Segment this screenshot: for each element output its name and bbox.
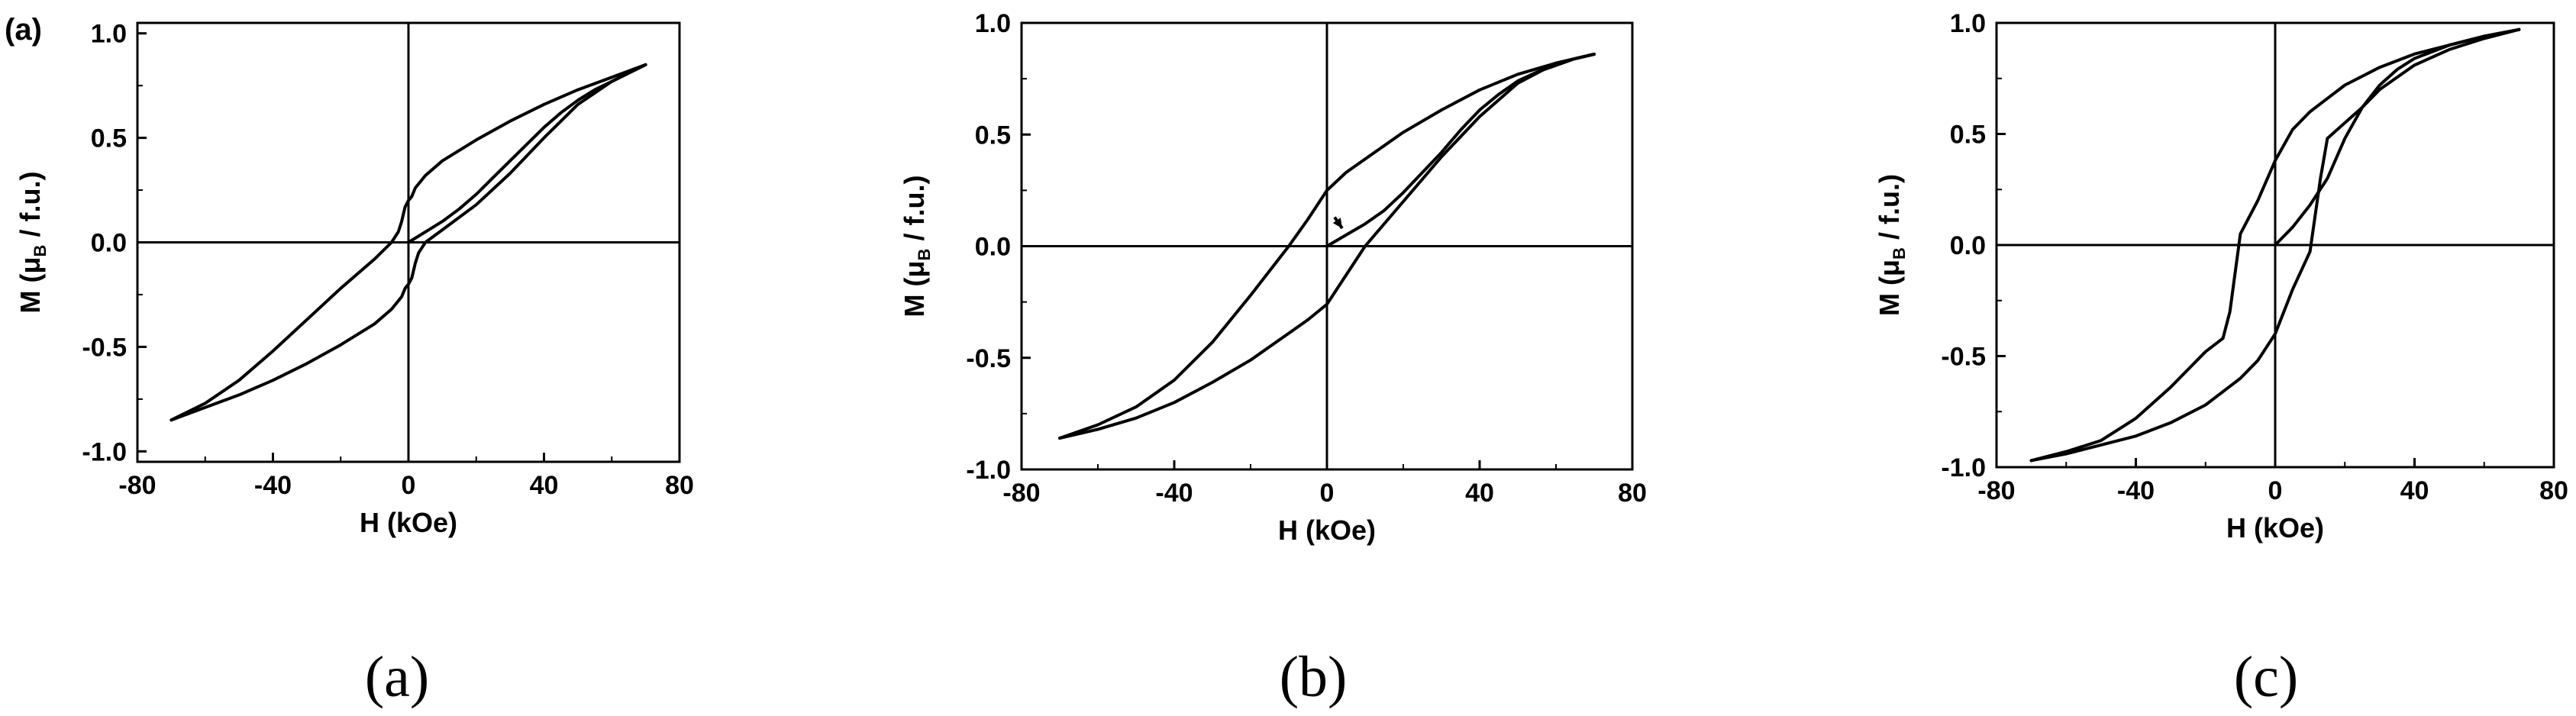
series-line-2 [169,63,647,422]
x-axis-label: H (kOe) [360,507,457,538]
x-tick-label: -40 [2117,476,2155,505]
y-axis-label: M (μB / f.u.) [15,172,50,314]
panel-caption: (b) [1280,645,1348,709]
x-tick-label: -40 [1155,479,1193,508]
chart-panel-2: -80 -40 0 40 80 1.0 0.5 0.0 -0.5 -1.0 H (kOe) M (μB… [899,9,1647,709]
y-tick-label: 0.0 [975,233,1011,262]
x-tick-label: 0 [2268,476,2283,505]
series-line-3 [2029,27,2521,463]
y-tick-label: -0.5 [966,344,1011,373]
y-tick-label: 0.5 [91,124,127,153]
y-tick-label: -0.5 [1941,343,1986,372]
chart-panel-3: -80 -40 0 40 80 1.0 0.5 0.0 -0.5 -1.0 H (kOe) M (μB… [1874,9,2568,709]
x-tick-label: 0 [1320,479,1335,508]
chart-panel-1: -80 -40 0 40 80 1.0 0.5 0.0 -0.5 -1.0 H (kOe) M (μB… [5,13,694,709]
y-axis-label: M (μB / f.u.) [1874,174,1909,316]
y-tick-label: 0.5 [1950,121,1986,150]
y-tick-label: -1.0 [1941,453,1986,482]
y-tick-label: 1.0 [975,9,1011,38]
y-axis-label: M (μB / f.u.) [899,176,934,318]
y-tick-label: 1.0 [91,20,127,49]
x-tick-label: -40 [254,471,292,500]
x-tick-label: 80 [2539,476,2568,505]
x-tick-label: -80 [118,471,156,500]
y-tick-label: 1.0 [1950,9,1986,38]
x-tick-label: 40 [2400,476,2429,505]
series-line-1 [1325,53,1596,248]
series-line-2 [1058,53,1596,440]
y-tick-label: -1.0 [966,456,1011,485]
y-tick-label: 0.0 [91,229,127,258]
x-tick-label: 40 [530,471,559,500]
x-tick-label: -80 [1002,479,1040,508]
x-tick-label: -80 [1977,476,2015,505]
x-tick-label: 40 [1465,479,1494,508]
x-tick-label: 80 [1618,479,1647,508]
y-tick-label: 0.0 [1950,231,1986,260]
series-line-2 [2029,27,2521,463]
panel-tag: (a) [5,13,42,47]
x-tick-label: 0 [402,471,416,500]
y-tick-label: 0.5 [975,121,1011,150]
series-line-3 [169,63,647,422]
x-axis-label: H (kOe) [2226,512,2324,543]
annotation-arrow-head [1332,218,1342,229]
y-tick-label: -1.0 [82,437,127,466]
panel-caption: (a) [365,645,429,709]
x-tick-label: 80 [665,471,694,500]
x-axis-label: H (kOe) [1278,514,1376,546]
series-line-3 [1058,53,1596,440]
y-tick-label: -0.5 [82,333,127,362]
panel-caption: (c) [2234,645,2298,709]
